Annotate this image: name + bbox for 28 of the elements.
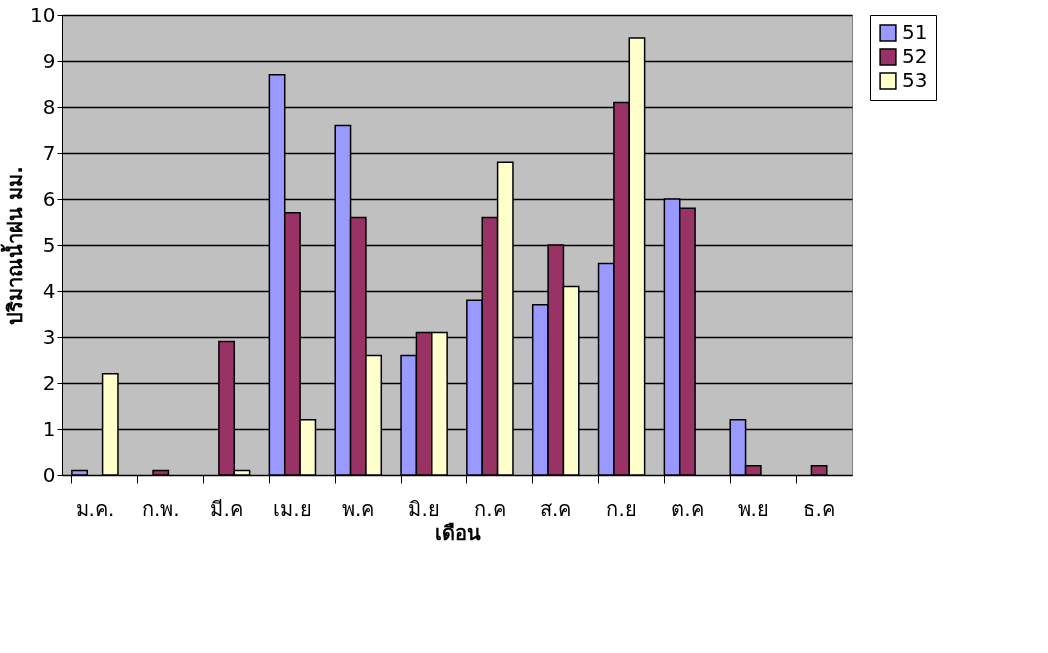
x-tick-label: ก.ค — [474, 496, 506, 521]
y-tick-label: 10 — [30, 2, 56, 27]
x-axis-title: เดือน — [434, 520, 481, 545]
x-tick-label: ม.ค. — [75, 496, 115, 521]
x-tick-label: มิ.ย — [408, 496, 440, 521]
legend-label: 52 — [902, 44, 928, 68]
legend-label: 53 — [902, 68, 928, 92]
x-tick-label: ก.ย — [606, 496, 637, 521]
y-tick-label: 6 — [42, 186, 56, 211]
x-tick-label: เม.ย — [273, 496, 312, 521]
y-tick-label: 5 — [42, 232, 56, 257]
y-tick-label: 9 — [42, 48, 56, 73]
x-tick-label: ต.ค — [671, 496, 704, 521]
x-tick-label: ก.พ. — [141, 496, 180, 521]
x-tick-label: พ.ย — [737, 496, 769, 521]
y-tick-label: 3 — [42, 324, 56, 349]
y-axis-title: ปริมาณน้ำฝน มม. — [0, 166, 28, 325]
x-tick-label: พ.ค — [342, 496, 375, 521]
legend-label: 51 — [902, 20, 928, 44]
y-tick-label: 8 — [42, 94, 56, 119]
y-tick-label: 7 — [42, 140, 56, 165]
y-tick-label: 0 — [42, 462, 56, 487]
y-tick-label: 1 — [42, 416, 56, 441]
x-tick-label: มี.ค — [210, 496, 243, 521]
x-tick-label: ธ.ค — [803, 496, 835, 521]
x-tick-label: ส.ค — [540, 496, 572, 521]
y-tick-label: 4 — [42, 278, 56, 303]
y-tick-label: 2 — [42, 370, 56, 395]
